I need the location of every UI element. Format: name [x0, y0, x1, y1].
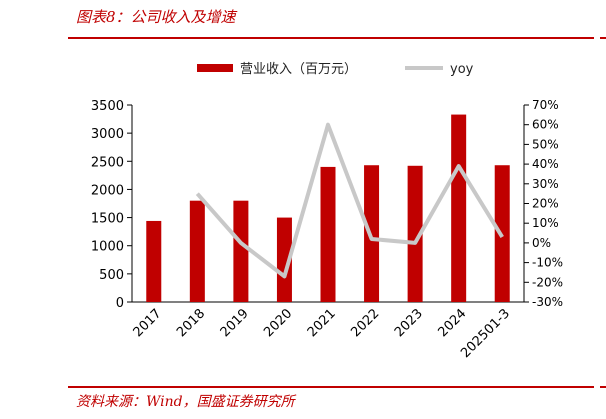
left-tick-label: 500 — [99, 268, 124, 283]
x-tick-label: 2021 — [305, 306, 339, 340]
revenue-bar — [451, 114, 467, 302]
left-tick-label: 3500 — [91, 99, 124, 114]
revenue-bar — [233, 200, 249, 302]
bottom-rule-end — [600, 386, 606, 388]
revenue-bar — [276, 217, 292, 302]
right-tick-label: -20% — [532, 275, 563, 289]
right-tick-label: 10% — [532, 216, 559, 230]
revenue-bar — [320, 166, 336, 302]
right-tick-label: 70% — [532, 98, 559, 112]
right-tick-label: -10% — [532, 256, 563, 270]
revenue-bar — [146, 220, 162, 302]
x-tick-label: 2017 — [131, 306, 165, 340]
x-tick-label: 2022 — [348, 306, 382, 340]
right-tick-label: 30% — [532, 177, 559, 191]
right-tick-label: -30% — [532, 295, 563, 309]
bars — [146, 114, 510, 302]
right-tick-label: 50% — [532, 137, 559, 151]
x-tick-label: 2020 — [261, 306, 295, 340]
axes: 0 500 1000 1500 2000 2500 3000 3500 -30% -20% -10%… — [91, 98, 563, 311]
left-tick-label: 2500 — [91, 155, 124, 170]
legend-line-label: yoy — [450, 62, 474, 77]
left-tick-label: 1500 — [91, 212, 124, 227]
legend: 营业收入（百万元） yoy — [197, 62, 474, 77]
legend-bar-label: 营业收入（百万元） — [240, 62, 357, 77]
x-tick-label: 2023 — [392, 306, 426, 340]
revenue-bar — [407, 165, 423, 302]
legend-bar-swatch — [197, 64, 233, 72]
right-tick-label: 0% — [532, 236, 551, 250]
right-tick-label: 20% — [532, 197, 559, 211]
yoy-line — [195, 122, 504, 279]
left-tick-label: 2000 — [91, 183, 124, 198]
revenue-bar — [189, 200, 205, 302]
figure-title: 图表8：公司收入及增速 — [76, 8, 236, 26]
yoy-series-line — [195, 122, 504, 279]
x-tick-label: 2018 — [174, 306, 208, 340]
left-tick-label: 3000 — [91, 127, 124, 142]
x-tick-label: 2019 — [218, 306, 252, 340]
right-tick-label: 60% — [532, 118, 559, 132]
bottom-rule — [68, 386, 594, 388]
left-tick-label: 1000 — [91, 240, 124, 255]
x-tick-label: 2024 — [435, 306, 469, 340]
top-rule-end — [600, 37, 606, 39]
right-tick-label: 40% — [532, 157, 559, 171]
left-tick-label: 0 — [116, 296, 124, 311]
source-note: 资料来源：Wind，国盛证券研究所 — [76, 394, 295, 410]
top-rule — [68, 37, 594, 39]
